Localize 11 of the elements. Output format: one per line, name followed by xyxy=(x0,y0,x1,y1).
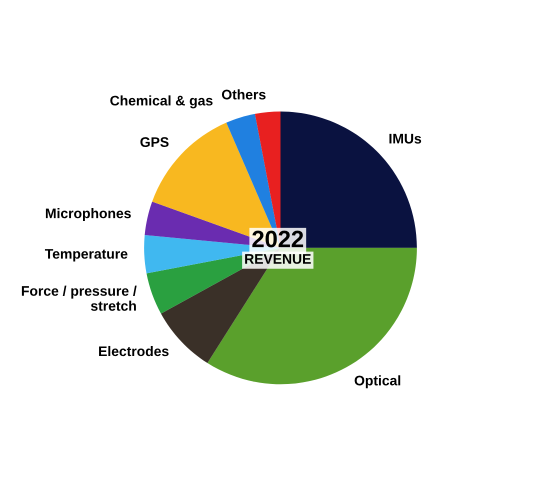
slice-label: IMUs xyxy=(389,134,422,144)
text: 2022 xyxy=(252,230,304,248)
slice-label: Microphones xyxy=(46,208,131,222)
slice-label: Force / pressure / stretch xyxy=(22,286,137,311)
slice-label: Others xyxy=(222,89,266,100)
slice-label: Electrodes xyxy=(99,346,169,356)
slice-label: Temperature xyxy=(44,249,128,262)
slice-label: GPS xyxy=(140,137,169,148)
slice-label: Optical xyxy=(354,375,400,388)
text: REVENUE xyxy=(245,254,311,264)
slice-label: Chemical & gas xyxy=(110,95,213,108)
